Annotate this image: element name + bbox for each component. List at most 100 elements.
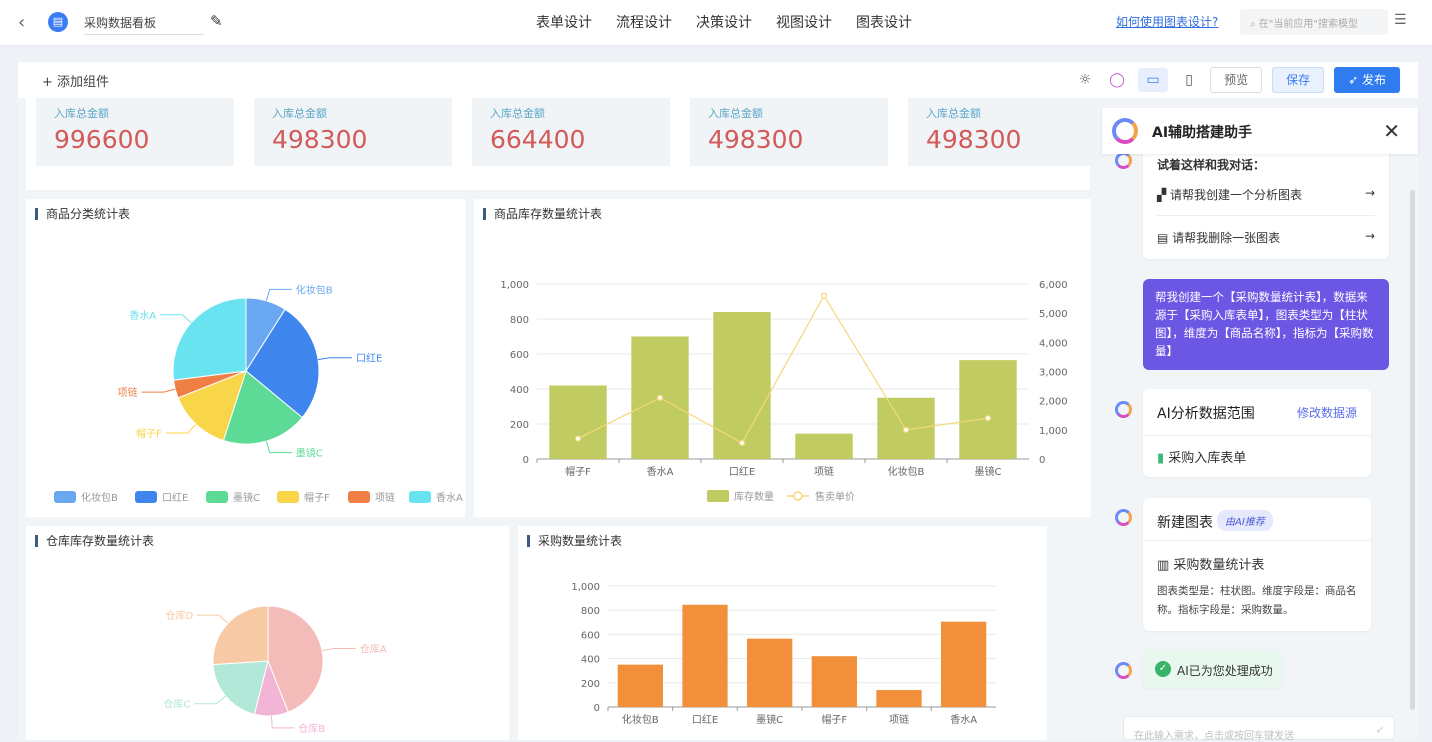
ai-panel-scrollbar[interactable]	[1410, 190, 1415, 710]
kpi-card[interactable]: 入库总金额 498300	[690, 98, 888, 166]
nav-chart-design[interactable]: 图表设计	[856, 15, 912, 31]
bar	[795, 433, 853, 459]
ai-assistant-header: AI辅助搭建助手 ✕	[1102, 108, 1418, 154]
pie-slice	[267, 605, 324, 713]
back-icon[interactable]: ‹	[18, 12, 26, 33]
pie-label: 项链	[118, 386, 138, 399]
kpi-strip: 入库总金额 996600 入库总金额 498300 入库总金额 664400 入库总金…	[26, 98, 1106, 190]
chart-panel-stock[interactable]: 商品库存数量统计表 0 200 400 600 800 1,000 帽子F 香水A 口红E 项链 化…	[474, 199, 1091, 517]
help-link[interactable]: 如何使用图表设计?	[1116, 15, 1219, 29]
publish-button[interactable]: ➶ 发布	[1334, 67, 1400, 93]
pie-label-line	[321, 647, 356, 652]
desktop-view-icon[interactable]: ▭	[1138, 68, 1169, 92]
legend-label: 帽子F	[304, 491, 330, 504]
menu-icon[interactable]: ☰	[1394, 12, 1407, 28]
pie-slice	[172, 297, 247, 381]
app-title[interactable]: 采购数据看板	[84, 14, 204, 35]
line-point	[984, 415, 992, 422]
suggestion-title: 试着这样和我对话：	[1157, 158, 1266, 172]
legend-label: 售卖单价	[815, 490, 855, 503]
search-icon: ⌕	[1250, 19, 1259, 30]
legend-label: 化妆包B	[81, 491, 118, 504]
pie-label-line	[265, 440, 292, 454]
x-tick-label: 香水A	[950, 714, 977, 726]
chart-panel-category[interactable]: 商品分类统计表 化妆包B 口红E 墨镜C 帽子F 项链 香水A 化妆包B 口红E 墨镜C 帽子F 项…	[26, 199, 465, 517]
x-tick-label: 项链	[814, 465, 834, 478]
pie-label-line	[194, 695, 226, 705]
send-icon[interactable]: ➶	[1375, 725, 1384, 736]
legend-label: 口红E	[162, 491, 188, 504]
kpi-card[interactable]: 入库总金额 498300	[254, 98, 452, 166]
ai-avatar-icon	[1115, 509, 1132, 526]
pie-label: 化妆包B	[296, 283, 333, 296]
line-point	[820, 292, 828, 299]
pie-label: 仓库D	[165, 609, 193, 622]
y-tick-label: 800	[510, 315, 529, 326]
chart-icon: ▞	[1157, 188, 1171, 202]
kpi-label: 入库总金额	[272, 107, 327, 120]
suggestion-item[interactable]: ▤ 请帮我删除一张图表 →	[1157, 229, 1375, 246]
ai-recommend-badge: 由AI推荐	[1217, 510, 1273, 531]
chart-panel-warehouse[interactable]: 仓库库存数量统计表 仓库A 仓库B 仓库C 仓库D	[26, 526, 509, 740]
bar	[747, 638, 793, 707]
editor-toolbar: + 添加组件 ☼ ◯ ▭ ▯ 预览 保存 ➶ 发布	[18, 62, 1418, 98]
suggestion-label: 请帮我删除一张图表	[1172, 231, 1281, 245]
kpi-value: 498300	[272, 125, 368, 154]
modify-source-link[interactable]: 修改数据源	[1296, 406, 1357, 420]
divider	[1157, 215, 1375, 216]
kpi-card[interactable]: 入库总金额 664400	[472, 98, 670, 166]
legend-swatch	[409, 491, 431, 503]
pie-slice	[212, 605, 269, 665]
x-tick-label: 项链	[889, 713, 909, 726]
kpi-label: 入库总金额	[54, 107, 109, 120]
app-logo-icon: ▤	[48, 12, 68, 32]
legend-swatch	[135, 491, 157, 503]
y-right-tick-label: 6,000	[1039, 280, 1068, 291]
new-chart-name: 采购数量统计表	[1173, 558, 1265, 573]
close-icon[interactable]: ✕	[1383, 119, 1400, 143]
add-widget-button[interactable]: + 添加组件	[42, 75, 110, 90]
ai-assistant-icon[interactable]: ◯	[1109, 72, 1125, 88]
legend-label: 香水A	[436, 492, 463, 504]
y-right-tick-label: 4,000	[1039, 338, 1068, 349]
preview-button[interactable]: 预览	[1210, 67, 1263, 93]
pie-label-line	[197, 614, 229, 624]
nav-form-design[interactable]: 表单设计	[536, 15, 592, 31]
pie-slice	[222, 370, 303, 445]
publish-label: 发布	[1361, 73, 1386, 87]
document-icon: ▮	[1157, 451, 1169, 466]
y-right-tick-label: 0	[1039, 455, 1045, 466]
theme-icon[interactable]: ☼	[1078, 72, 1092, 88]
warehouse-pie-chart: 仓库A 仓库B 仓库C 仓库D	[163, 605, 387, 735]
ai-avatar-icon	[1115, 401, 1132, 418]
nav-view-design[interactable]: 视图设计	[776, 15, 832, 31]
input-placeholder: 在此输入需求，点击或按回车键发送	[1134, 731, 1294, 742]
new-chart-card[interactable]: 新建图表 由AI推荐 ▥ 采购数量统计表 图表类型是：柱状图。维度字段是：商品名…	[1143, 498, 1371, 631]
kpi-value: 498300	[926, 125, 1022, 154]
edit-icon[interactable]: ✎	[210, 12, 223, 30]
check-icon: ✓	[1155, 661, 1171, 677]
nav-flow-design[interactable]: 流程设计	[616, 15, 672, 31]
line-point	[574, 435, 582, 442]
y-tick-label: 800	[581, 606, 600, 617]
mobile-view-icon[interactable]: ▯	[1185, 72, 1193, 88]
line-point	[656, 394, 664, 401]
arrow-right-icon: →	[1364, 229, 1375, 243]
kpi-card[interactable]: 入库总金额 996600	[36, 98, 234, 166]
search-input[interactable]: ⌕ 在"当前应用"搜索模型	[1240, 9, 1388, 35]
x-tick-label: 香水A	[647, 466, 674, 478]
bar	[549, 385, 607, 459]
kpi-card[interactable]: 入库总金额 498300	[908, 98, 1106, 166]
legend-swatch	[348, 491, 370, 503]
pie-label: 墨镜C	[296, 447, 323, 460]
suggestion-item[interactable]: ▞ 请帮我创建一个分析图表 →	[1157, 186, 1375, 203]
chart-panel-purchase[interactable]: 采购数量统计表 0 200 400 600 800 1,000 化妆包B 口红E 墨镜C 帽子F 项…	[518, 526, 1047, 740]
legend-marker	[793, 491, 803, 501]
y-tick-label: 1,000	[500, 280, 529, 291]
arrow-right-icon: →	[1364, 186, 1375, 200]
ai-chat-input[interactable]: 在此输入需求，点击或按回车键发送 ➶	[1123, 716, 1395, 742]
nav-decision-design[interactable]: 决策设计	[696, 15, 752, 31]
save-button[interactable]: 保存	[1272, 67, 1325, 93]
kpi-label: 入库总金额	[708, 107, 763, 120]
pie-label-line	[318, 357, 352, 361]
